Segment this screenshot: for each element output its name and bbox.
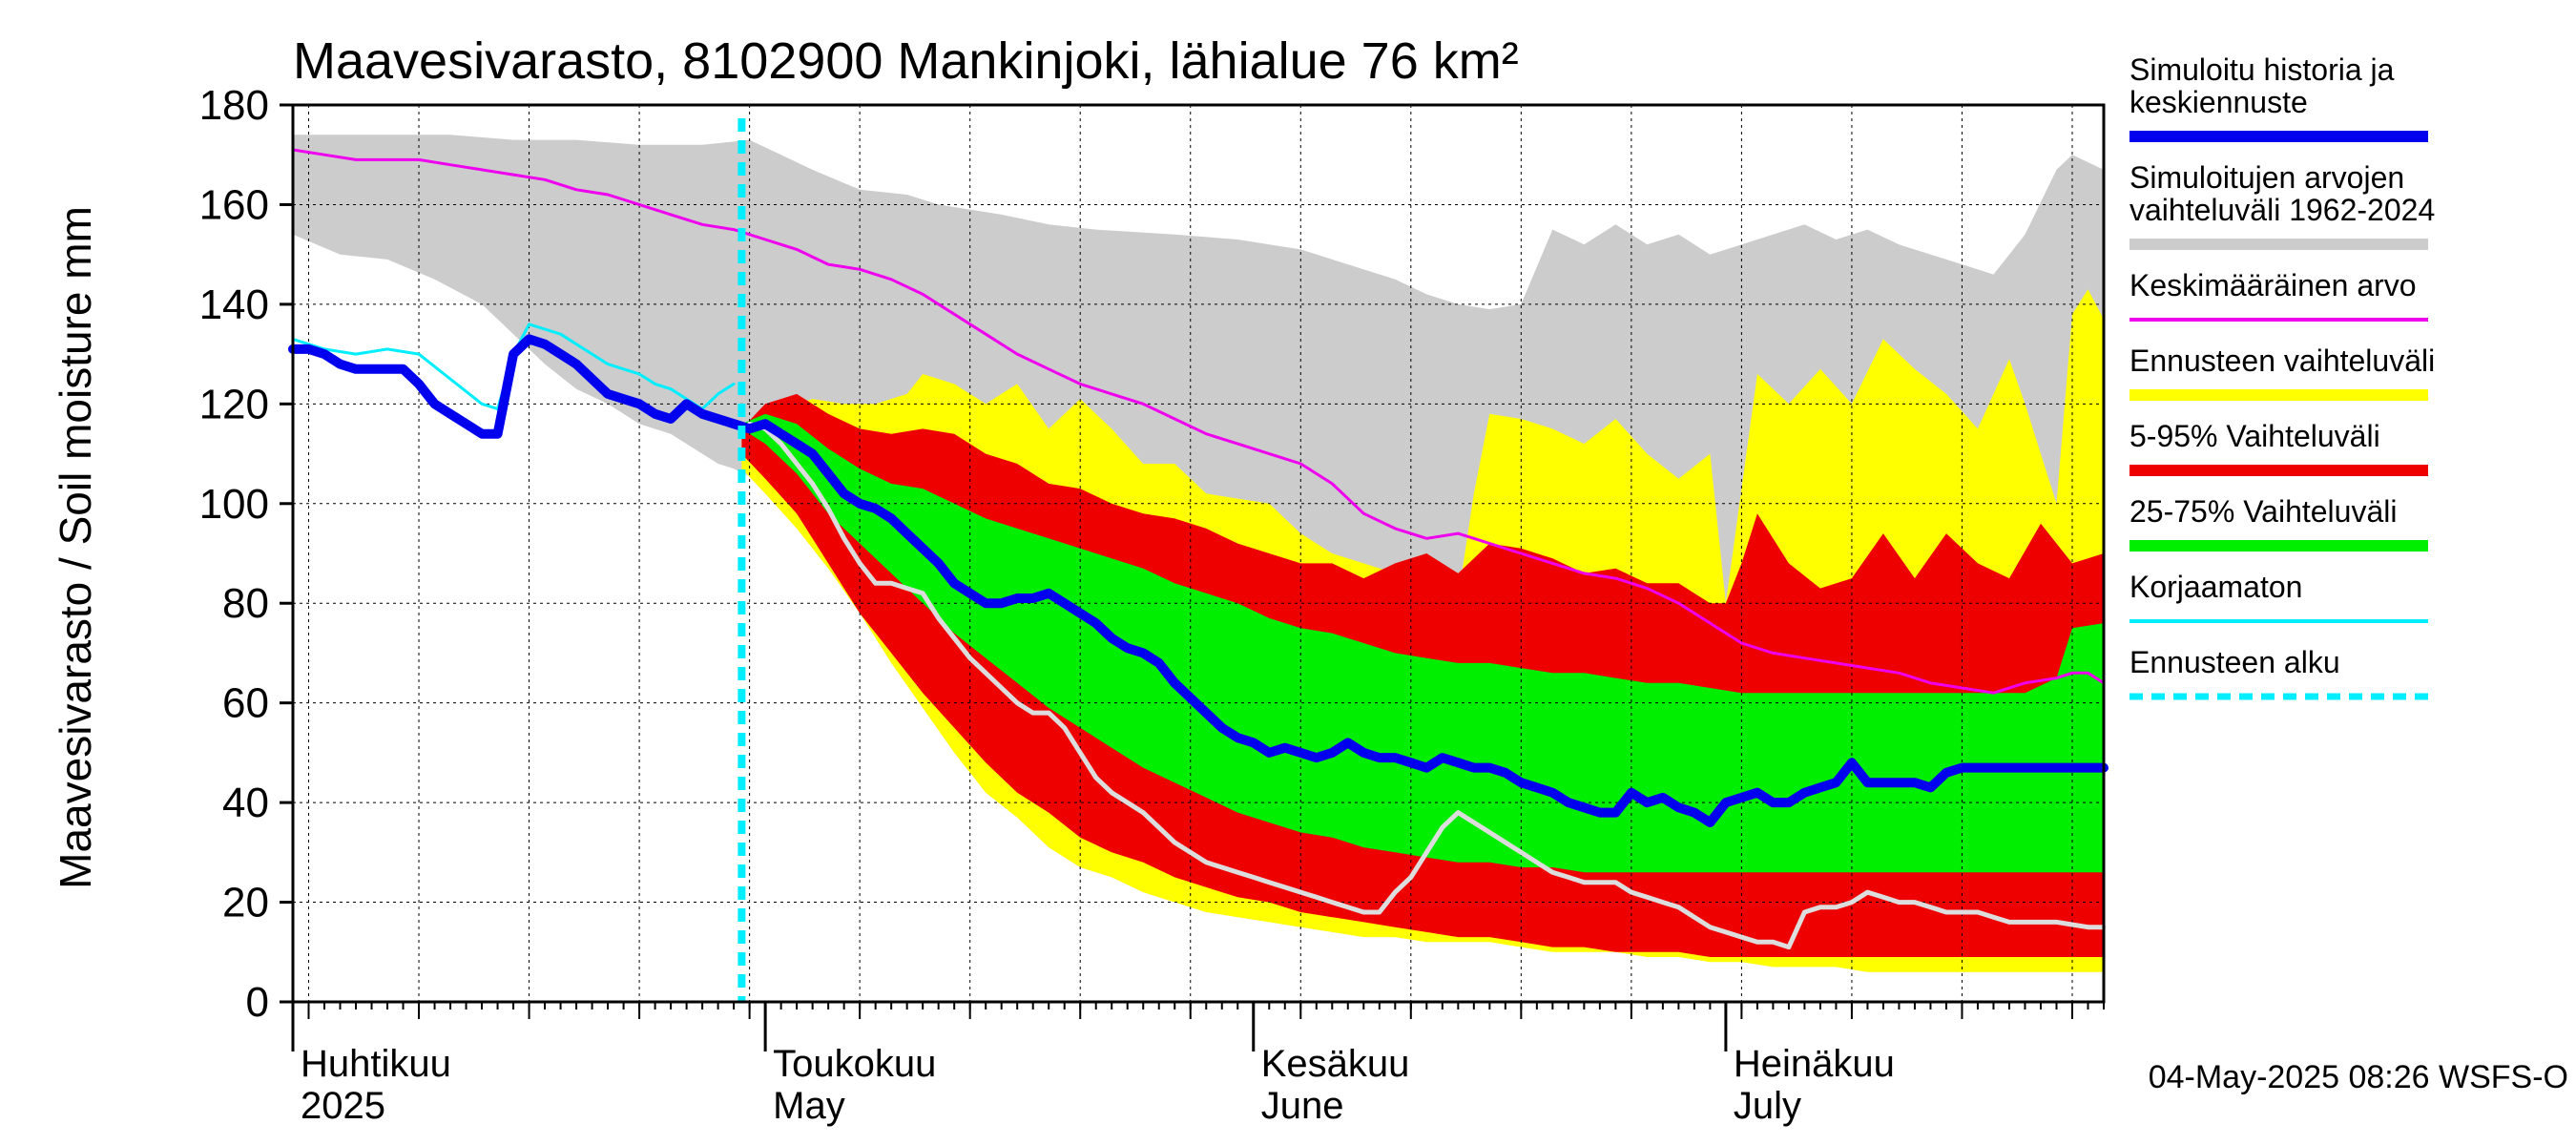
legend-label: Ennusteen vaihteluväli: [2129, 344, 2435, 378]
x-month-label: Heinäkuu: [1734, 1043, 1895, 1085]
legend: Simuloitu historia jakeskiennusteSimuloi…: [2129, 52, 2435, 700]
legend-label: Simuloitu historia ja: [2129, 52, 2395, 87]
y-tick-label: 20: [222, 880, 269, 926]
y-tick-label: 140: [199, 281, 269, 328]
legend-item: 5-95% Vaihteluväli: [2129, 419, 2428, 476]
legend-item: Ennusteen alku: [2129, 645, 2428, 700]
timestamp-footer: 04-May-2025 08:26 WSFS-O: [2149, 1059, 2568, 1095]
legend-label: vaihteluväli 1962-2024: [2129, 193, 2435, 227]
series-line-0: [747, 421, 2107, 950]
legend-label: keskiennuste: [2129, 85, 2308, 119]
x-month-label: Toukokuu: [773, 1043, 936, 1085]
y-tick-label: 80: [222, 580, 269, 627]
band-3: [741, 413, 2104, 873]
legend-label: Keskimääräinen arvo: [2129, 268, 2417, 302]
y-tick-label: 60: [222, 680, 269, 727]
legend-item: 25-75% Vaihteluväli: [2129, 494, 2428, 552]
legend-label: 5-95% Vaihteluväli: [2129, 419, 2380, 453]
legend-label: Simuloitujen arvojen: [2129, 160, 2404, 195]
series-lines: [288, 148, 2109, 950]
y-tick-label: 40: [222, 780, 269, 826]
x-month-label-en: May: [773, 1085, 845, 1127]
y-axis-label: Maavesivarasto / Soil moisture mm: [51, 206, 100, 889]
x-month-label-en: June: [1261, 1085, 1344, 1127]
legend-label: Ennusteen alku: [2129, 645, 2340, 679]
y-tick-label: 160: [199, 181, 269, 228]
chart-title: Maavesivarasto, 8102900 Mankinjoki, lähi…: [293, 32, 1519, 90]
y-tick-label: 180: [199, 82, 269, 129]
legend-item: Korjaamaton: [2129, 570, 2428, 623]
series-line-2: [291, 323, 736, 411]
plot-area: [288, 103, 2109, 1004]
legend-item: Keskimääräinen arvo: [2129, 268, 2428, 322]
series-line-3: [288, 334, 2109, 827]
x-month-label: Huhtikuu: [301, 1043, 451, 1085]
y-tick-label: 0: [246, 979, 269, 1026]
legend-label: Korjaamaton: [2129, 570, 2302, 604]
y-axis: 0 20 40 60 80 100 120 140 160 180: [199, 82, 293, 1026]
range-bands: [293, 135, 2104, 972]
plot-frame: [291, 103, 2106, 1004]
legend-item: Ennusteen vaihteluväli: [2129, 344, 2435, 401]
y-tick-label: 100: [199, 481, 269, 528]
x-month-label-en: 2025: [301, 1085, 385, 1127]
x-month-label-en: July: [1734, 1085, 1801, 1127]
y-tick-label: 120: [199, 381, 269, 427]
x-month-label: Kesäkuu: [1261, 1043, 1410, 1085]
series-line-1: [291, 148, 2106, 695]
legend-label: 25-75% Vaihteluväli: [2129, 494, 2397, 529]
